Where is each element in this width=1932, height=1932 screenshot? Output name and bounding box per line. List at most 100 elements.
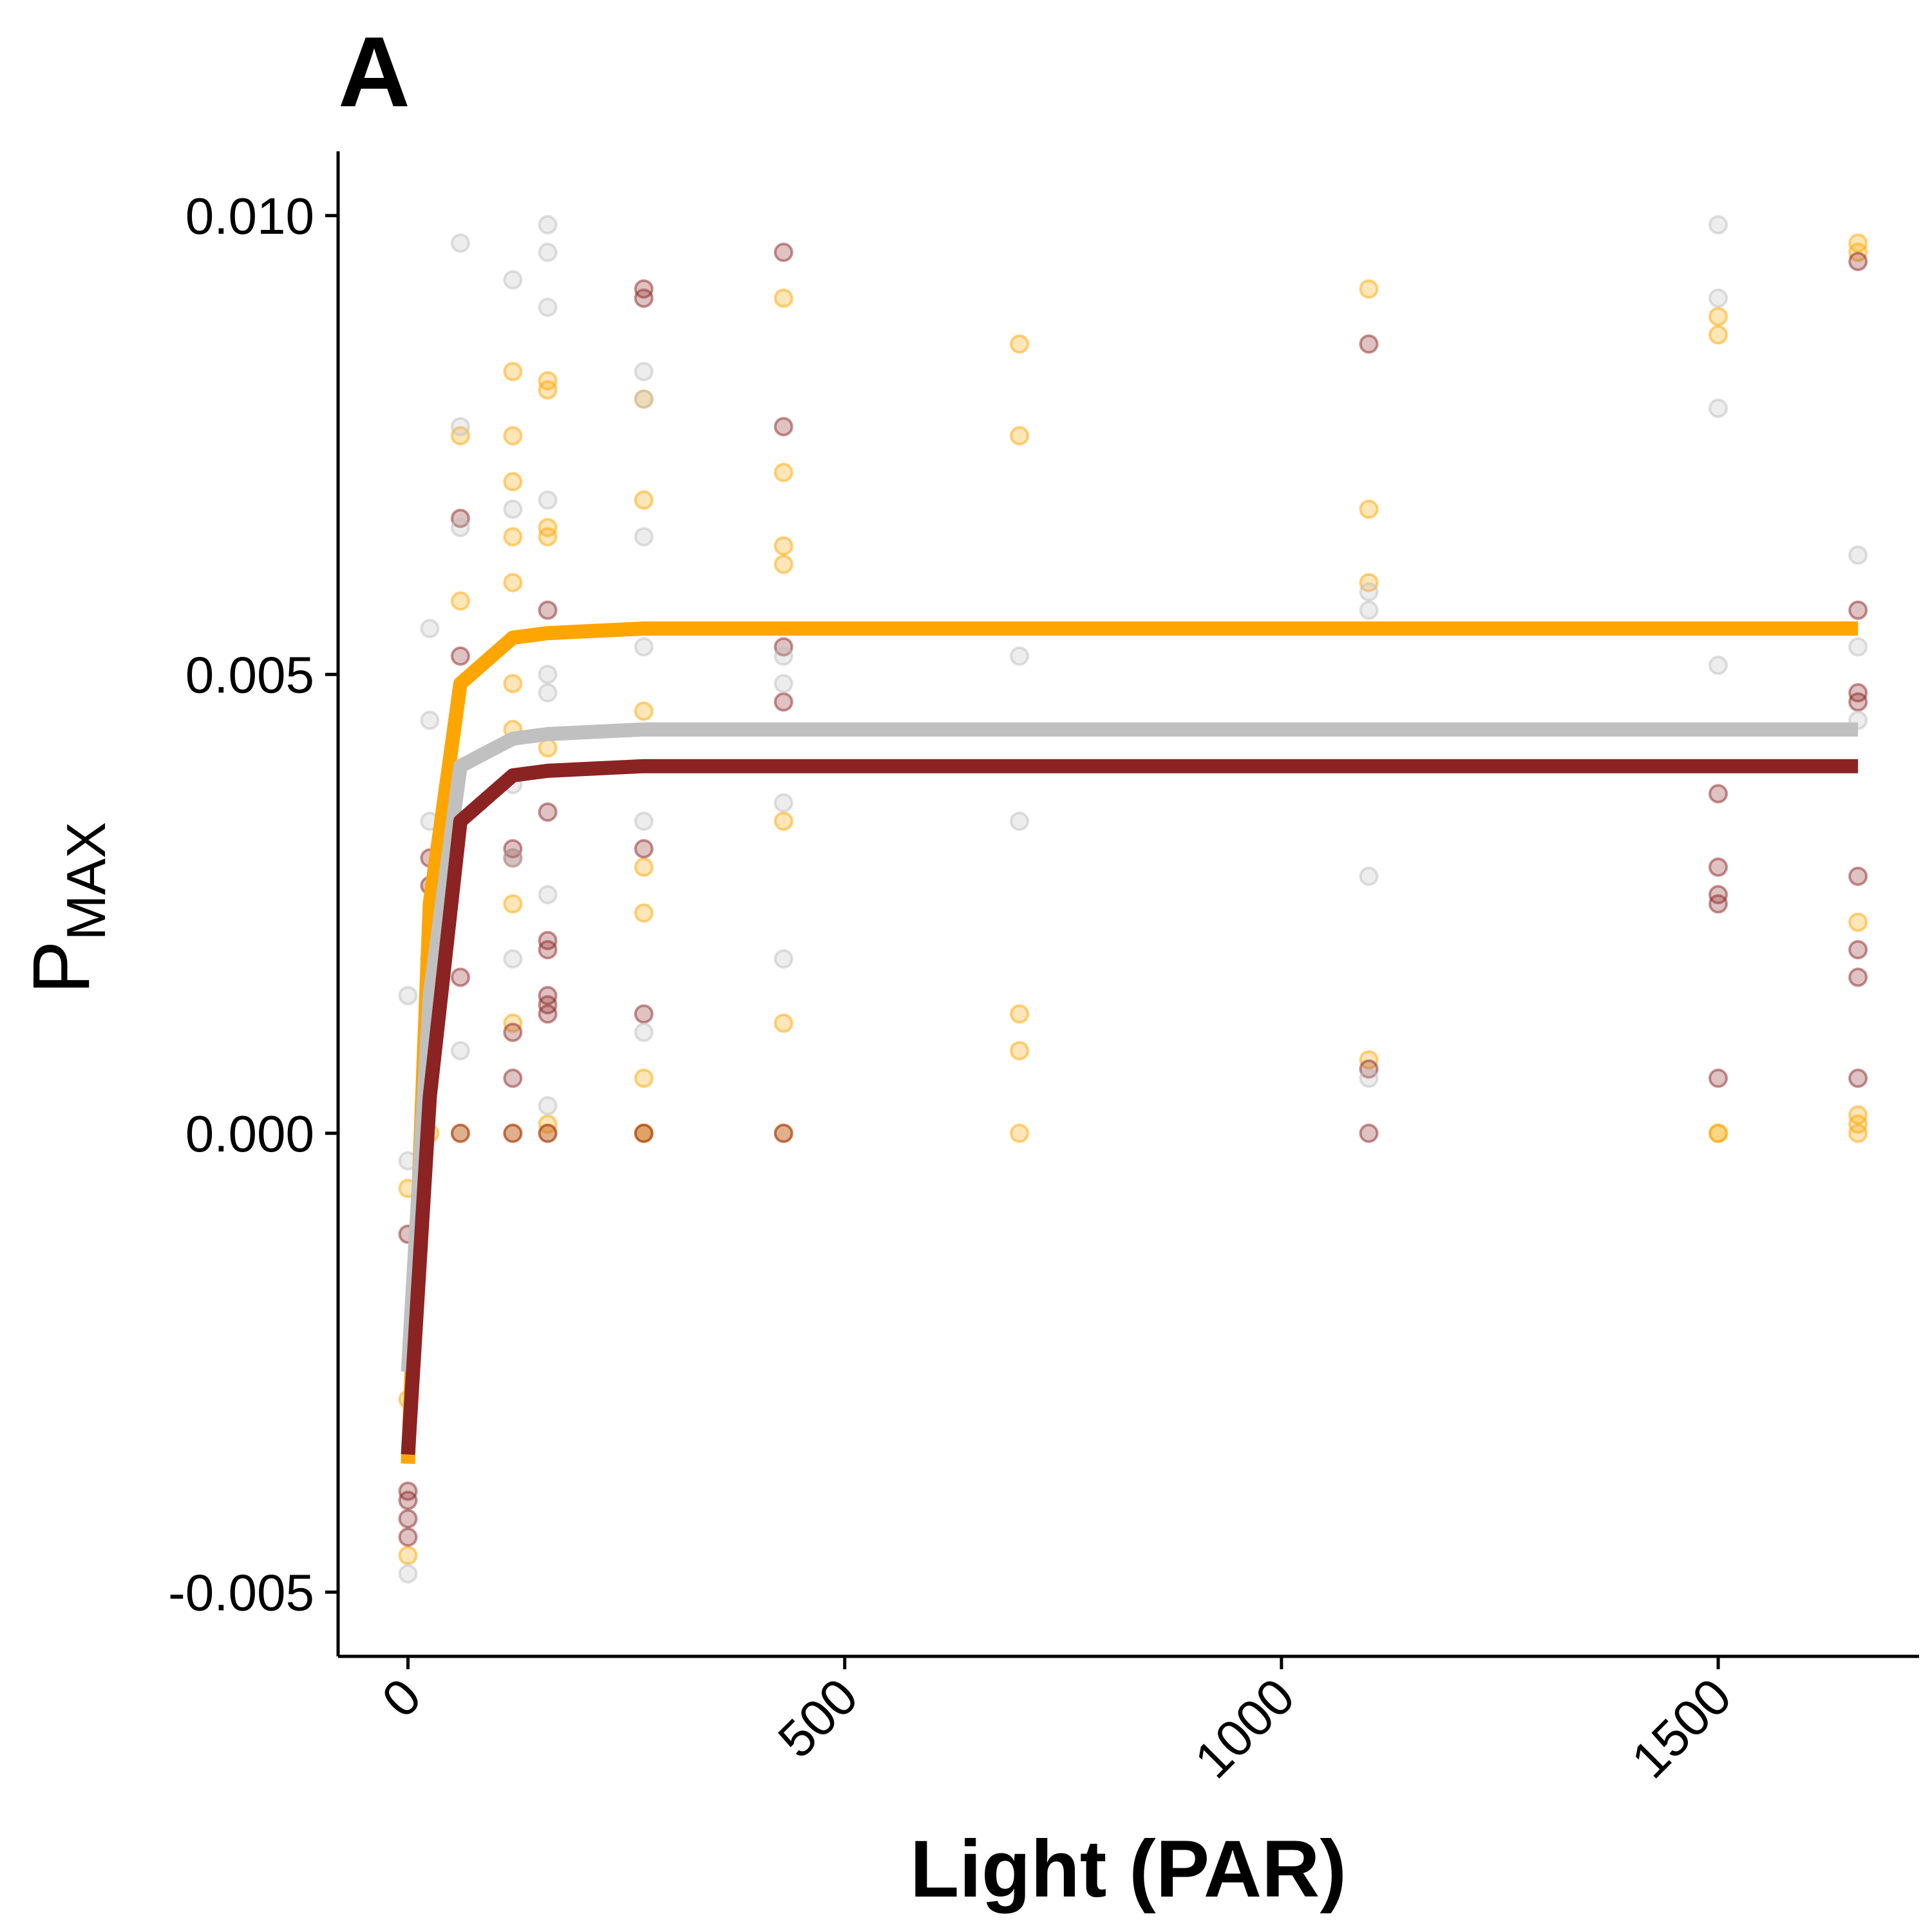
data-point bbox=[538, 665, 558, 685]
data-point bbox=[773, 811, 793, 831]
data-point bbox=[1010, 1004, 1029, 1024]
data-point bbox=[634, 637, 654, 657]
data-point bbox=[1848, 545, 1868, 565]
data-point bbox=[634, 1004, 654, 1024]
data-point bbox=[773, 417, 793, 437]
data-point bbox=[538, 600, 558, 620]
data-point bbox=[1848, 600, 1868, 620]
data-point bbox=[538, 738, 558, 758]
data-point bbox=[538, 1123, 558, 1143]
panel-label: A bbox=[338, 16, 410, 128]
data-point bbox=[1359, 1123, 1379, 1143]
data-point bbox=[1709, 215, 1728, 234]
data-point bbox=[773, 674, 793, 694]
data-point bbox=[1848, 940, 1868, 960]
data-points bbox=[398, 215, 1868, 1584]
data-point bbox=[503, 362, 523, 381]
data-point bbox=[1359, 866, 1379, 886]
fitted-curve bbox=[401, 621, 1859, 1464]
data-point bbox=[538, 683, 558, 703]
data-point bbox=[1848, 866, 1868, 886]
data-point bbox=[1010, 811, 1029, 831]
data-point bbox=[538, 298, 558, 317]
x-tick-label: 500 bbox=[767, 1667, 868, 1768]
data-point bbox=[503, 270, 523, 290]
data-point bbox=[1709, 289, 1728, 308]
y-axis-ticks: -0.005 0.000 0.005 0.010 bbox=[168, 187, 338, 1621]
data-point bbox=[538, 242, 558, 262]
data-point bbox=[503, 1068, 523, 1088]
fitted-curve bbox=[401, 759, 1859, 1455]
data-point bbox=[773, 949, 793, 969]
data-point bbox=[1359, 582, 1379, 601]
data-point bbox=[398, 1546, 418, 1566]
fitted-curves bbox=[401, 621, 1859, 1464]
y-tick-label: 0.005 bbox=[185, 646, 314, 703]
data-point bbox=[634, 389, 654, 409]
data-point bbox=[773, 1123, 793, 1143]
data-point bbox=[634, 527, 654, 547]
data-point bbox=[420, 619, 440, 638]
data-point bbox=[398, 1509, 418, 1529]
data-point bbox=[450, 518, 470, 538]
data-point bbox=[1848, 967, 1868, 987]
data-point bbox=[450, 1123, 470, 1143]
data-point bbox=[450, 967, 470, 987]
data-point bbox=[503, 848, 523, 868]
data-point bbox=[503, 674, 523, 694]
data-point bbox=[1709, 307, 1728, 327]
data-point bbox=[1359, 499, 1379, 519]
data-point bbox=[1709, 399, 1728, 418]
data-point bbox=[1010, 1041, 1029, 1061]
x-tick-label: 1000 bbox=[1184, 1667, 1305, 1789]
data-point bbox=[773, 1013, 793, 1033]
data-point bbox=[773, 242, 793, 262]
y-axis-title-subscript: MAX bbox=[56, 822, 117, 940]
data-point bbox=[538, 215, 558, 234]
data-point bbox=[1709, 857, 1728, 877]
data-point bbox=[538, 527, 558, 547]
data-point bbox=[503, 573, 523, 592]
data-point bbox=[773, 462, 793, 482]
y-tick-label: -0.005 bbox=[168, 1564, 314, 1621]
data-point bbox=[634, 811, 654, 831]
y-axis-title-main: P bbox=[17, 940, 106, 994]
data-point bbox=[420, 710, 440, 730]
data-point bbox=[503, 894, 523, 914]
data-point bbox=[450, 1041, 470, 1061]
data-point bbox=[1848, 637, 1868, 657]
data-point bbox=[503, 1023, 523, 1042]
data-point bbox=[634, 289, 654, 308]
data-point bbox=[634, 490, 654, 510]
data-point bbox=[773, 554, 793, 574]
data-point bbox=[503, 499, 523, 519]
data-point bbox=[1848, 1123, 1868, 1143]
data-point bbox=[450, 233, 470, 253]
y-tick-label: 0.000 bbox=[185, 1105, 314, 1162]
data-point bbox=[1848, 913, 1868, 932]
data-point bbox=[634, 1123, 654, 1143]
x-axis-title: Light (PAR) bbox=[910, 1824, 1347, 1914]
y-tick-label: 0.010 bbox=[185, 187, 314, 245]
data-point bbox=[1709, 1068, 1728, 1088]
data-point bbox=[1010, 334, 1029, 354]
data-point bbox=[538, 885, 558, 905]
data-point bbox=[634, 903, 654, 923]
data-point bbox=[503, 949, 523, 969]
data-point bbox=[398, 1481, 418, 1501]
data-point bbox=[773, 646, 793, 666]
data-point bbox=[398, 986, 418, 1005]
data-point bbox=[1359, 1068, 1379, 1088]
data-point bbox=[634, 857, 654, 877]
data-point bbox=[538, 940, 558, 960]
data-point bbox=[773, 289, 793, 308]
data-point bbox=[634, 1068, 654, 1088]
data-point bbox=[773, 692, 793, 712]
data-point bbox=[634, 839, 654, 858]
data-point bbox=[398, 1564, 418, 1584]
data-point bbox=[1709, 894, 1728, 914]
data-point bbox=[634, 362, 654, 381]
data-point bbox=[1709, 784, 1728, 804]
data-point bbox=[1359, 600, 1379, 620]
data-point bbox=[634, 1023, 654, 1042]
